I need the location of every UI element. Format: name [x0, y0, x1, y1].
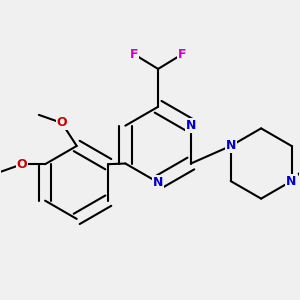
Text: F: F: [178, 48, 187, 61]
Text: O: O: [56, 116, 67, 130]
Text: N: N: [286, 175, 297, 188]
Text: N: N: [153, 176, 163, 189]
Text: N: N: [186, 119, 196, 132]
Text: N: N: [226, 140, 236, 152]
Text: F: F: [130, 48, 138, 61]
Text: O: O: [17, 158, 28, 171]
